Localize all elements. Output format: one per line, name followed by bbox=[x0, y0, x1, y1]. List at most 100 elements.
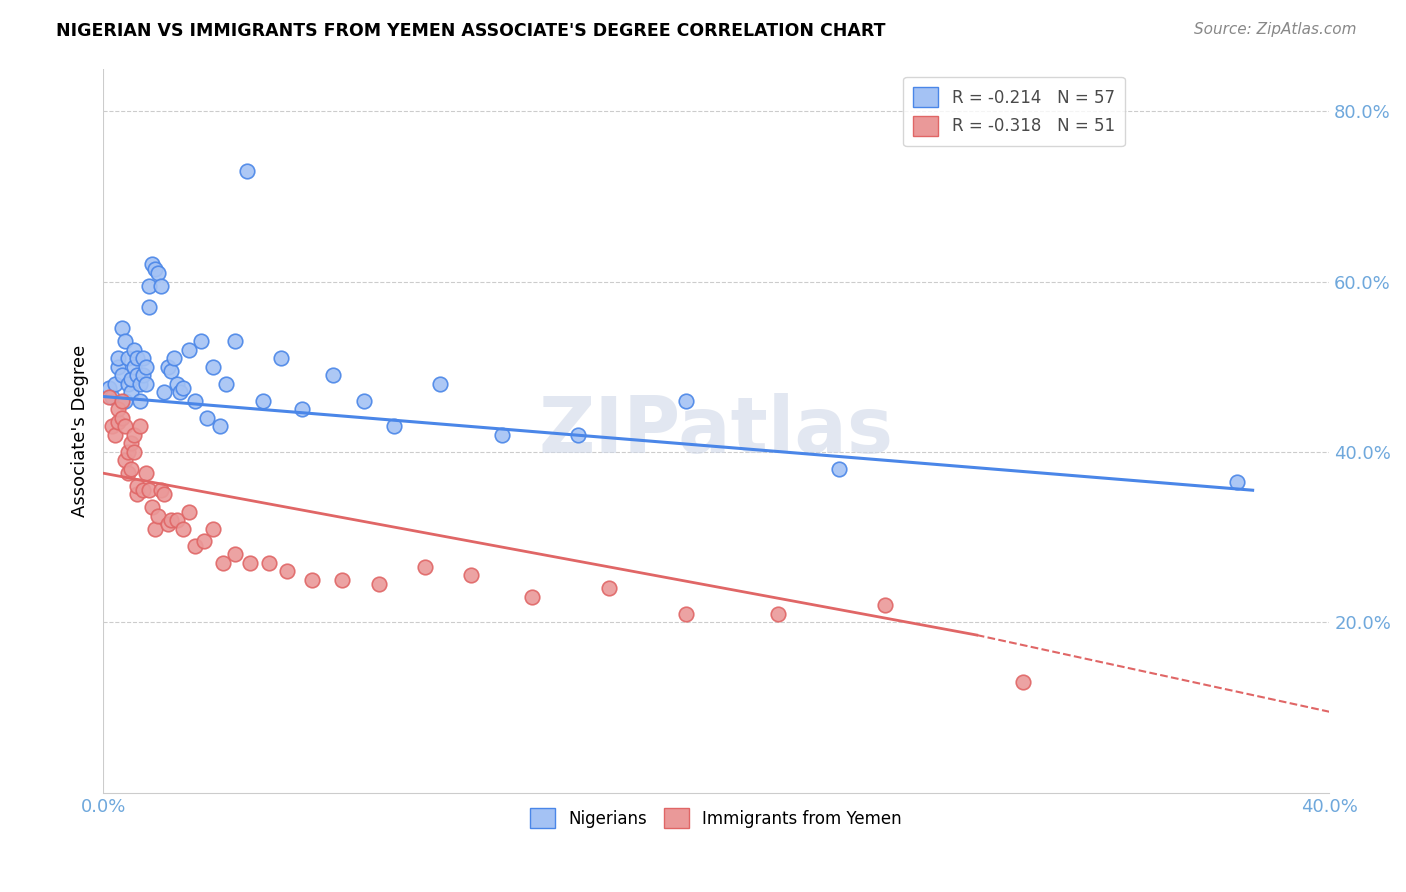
Point bbox=[117, 466, 139, 480]
Point bbox=[125, 487, 148, 501]
Point bbox=[117, 351, 139, 366]
Point bbox=[211, 556, 233, 570]
Point bbox=[766, 607, 789, 621]
Point bbox=[120, 385, 142, 400]
Point bbox=[153, 385, 176, 400]
Point bbox=[138, 278, 160, 293]
Point bbox=[110, 393, 132, 408]
Point bbox=[98, 381, 121, 395]
Point bbox=[675, 393, 697, 408]
Point bbox=[120, 462, 142, 476]
Point bbox=[104, 427, 127, 442]
Point bbox=[598, 581, 620, 595]
Point bbox=[195, 410, 218, 425]
Point bbox=[107, 402, 129, 417]
Point bbox=[202, 359, 225, 374]
Point bbox=[150, 278, 173, 293]
Point bbox=[110, 410, 132, 425]
Point bbox=[202, 522, 225, 536]
Point bbox=[138, 483, 160, 498]
Point bbox=[330, 573, 353, 587]
Point bbox=[153, 487, 176, 501]
Point bbox=[675, 607, 697, 621]
Point bbox=[135, 466, 157, 480]
Point bbox=[429, 376, 451, 391]
Point bbox=[252, 393, 274, 408]
Point bbox=[159, 364, 181, 378]
Point bbox=[215, 376, 238, 391]
Point bbox=[1011, 674, 1033, 689]
Point bbox=[125, 479, 148, 493]
Point bbox=[129, 376, 152, 391]
Point bbox=[382, 419, 405, 434]
Point bbox=[129, 393, 152, 408]
Point bbox=[156, 359, 179, 374]
Point bbox=[110, 321, 132, 335]
Point bbox=[135, 359, 157, 374]
Point bbox=[114, 334, 136, 348]
Point bbox=[120, 372, 142, 386]
Point bbox=[368, 577, 391, 591]
Point bbox=[110, 368, 132, 383]
Point bbox=[224, 334, 246, 348]
Point bbox=[291, 402, 314, 417]
Point bbox=[143, 261, 166, 276]
Point bbox=[301, 573, 323, 587]
Point bbox=[236, 163, 259, 178]
Point bbox=[132, 368, 155, 383]
Point bbox=[107, 415, 129, 429]
Point bbox=[159, 513, 181, 527]
Point bbox=[162, 351, 184, 366]
Point bbox=[117, 445, 139, 459]
Point bbox=[172, 522, 194, 536]
Point bbox=[873, 599, 896, 613]
Point bbox=[141, 500, 163, 515]
Point bbox=[107, 359, 129, 374]
Point bbox=[125, 351, 148, 366]
Point bbox=[138, 300, 160, 314]
Point bbox=[107, 351, 129, 366]
Point bbox=[522, 590, 544, 604]
Point bbox=[257, 556, 280, 570]
Point bbox=[193, 534, 215, 549]
Point bbox=[567, 427, 589, 442]
Point bbox=[148, 266, 170, 280]
Point bbox=[224, 547, 246, 561]
Point bbox=[208, 419, 231, 434]
Point bbox=[491, 427, 513, 442]
Point bbox=[166, 513, 188, 527]
Text: ZIPatlas: ZIPatlas bbox=[538, 392, 894, 468]
Point bbox=[101, 390, 124, 404]
Point bbox=[184, 393, 207, 408]
Point bbox=[184, 539, 207, 553]
Point bbox=[122, 427, 145, 442]
Point bbox=[169, 385, 191, 400]
Point bbox=[114, 419, 136, 434]
Point bbox=[141, 257, 163, 271]
Point bbox=[828, 462, 851, 476]
Point bbox=[150, 483, 173, 498]
Y-axis label: Associate's Degree: Associate's Degree bbox=[72, 344, 89, 516]
Point bbox=[322, 368, 344, 383]
Point bbox=[135, 376, 157, 391]
Point bbox=[125, 368, 148, 383]
Point bbox=[132, 483, 155, 498]
Point bbox=[276, 564, 298, 578]
Point bbox=[122, 445, 145, 459]
Point bbox=[177, 504, 200, 518]
Point bbox=[353, 393, 375, 408]
Text: Source: ZipAtlas.com: Source: ZipAtlas.com bbox=[1194, 22, 1357, 37]
Point bbox=[114, 453, 136, 467]
Point bbox=[413, 560, 436, 574]
Point bbox=[190, 334, 212, 348]
Point bbox=[1226, 475, 1249, 489]
Point bbox=[132, 351, 155, 366]
Point bbox=[114, 393, 136, 408]
Point bbox=[101, 419, 124, 434]
Point bbox=[143, 522, 166, 536]
Point bbox=[129, 419, 152, 434]
Point bbox=[166, 376, 188, 391]
Point bbox=[148, 508, 170, 523]
Point bbox=[104, 376, 127, 391]
Legend: Nigerians, Immigrants from Yemen: Nigerians, Immigrants from Yemen bbox=[523, 801, 908, 835]
